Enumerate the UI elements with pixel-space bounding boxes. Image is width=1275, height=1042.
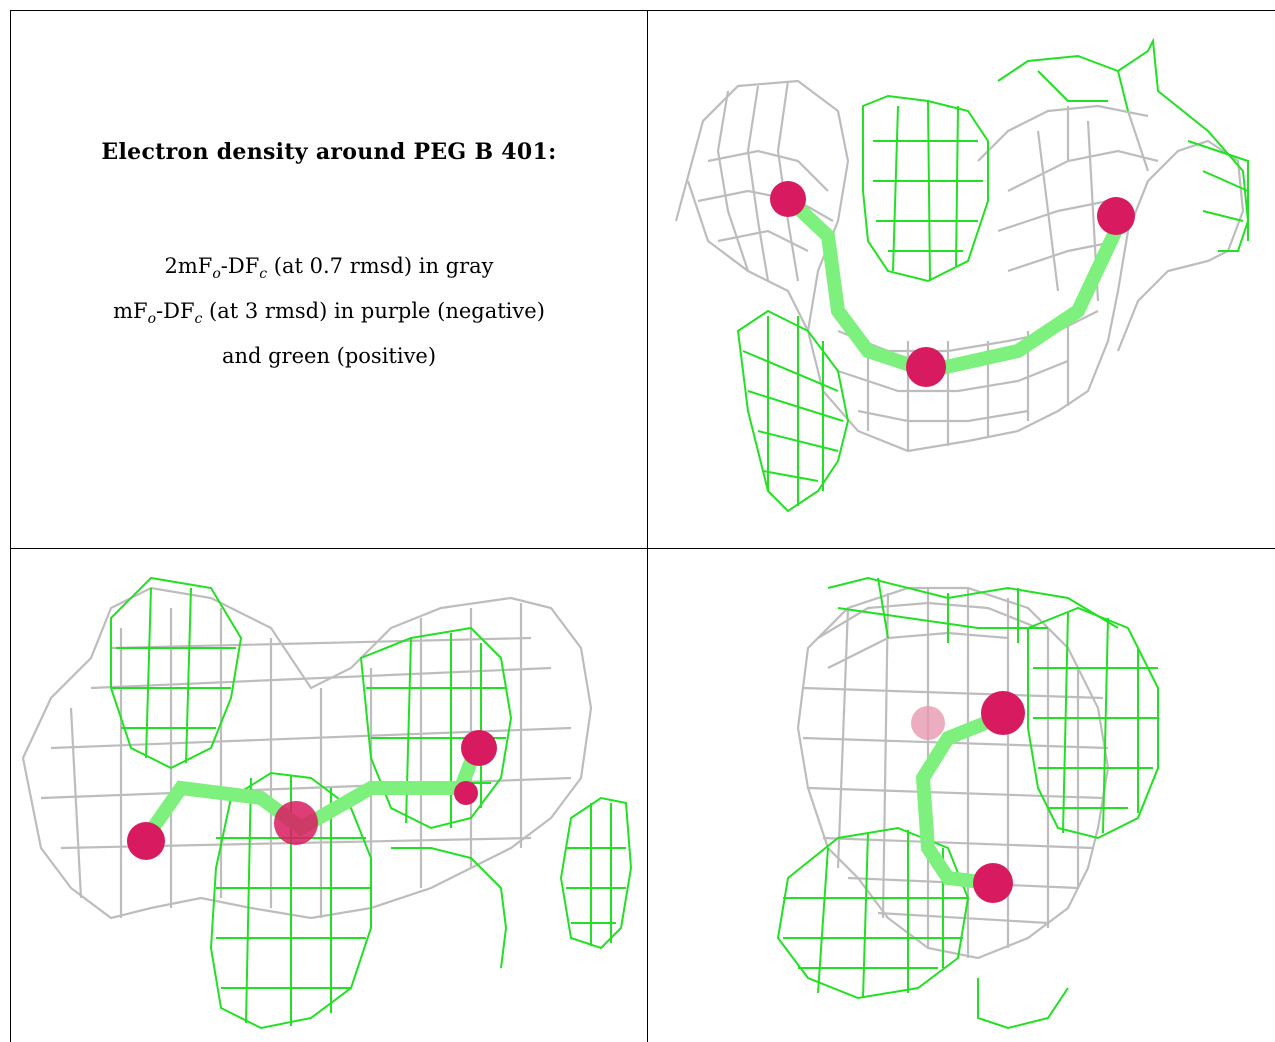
legend-line-positive: and green (positive) xyxy=(221,344,437,369)
oxygen-atom xyxy=(127,822,165,860)
oxygen-atom xyxy=(906,347,946,387)
oxygen-atom xyxy=(981,691,1025,735)
oxygen-atoms xyxy=(770,181,1135,387)
ligand-bonds xyxy=(789,199,1125,379)
legend-line-2fofc: 2mFo-DFc (at 0.7 rmsd) in gray xyxy=(164,254,494,283)
figure-title: Electron density around PEG B 401: xyxy=(101,139,557,165)
oxygen-atom xyxy=(770,181,806,217)
oxygen-atom xyxy=(973,863,1013,903)
green-positive-mesh xyxy=(736,37,1250,513)
oxygen-atom xyxy=(1097,197,1135,235)
oxygen-atoms xyxy=(127,730,497,860)
oxygen-atoms xyxy=(911,691,1025,903)
view-bottom-right xyxy=(648,548,1275,1042)
caption-cell: Electron density around PEG B 401: 2mFo-… xyxy=(10,10,648,549)
oxygen-atom xyxy=(461,730,497,766)
ligand-bonds xyxy=(915,711,1005,890)
oxygen-atom xyxy=(454,781,478,805)
oxygen-atom xyxy=(274,801,318,845)
density-mesh-view-2 xyxy=(21,576,633,1030)
map-legend: 2mFo-DFc (at 0.7 rmsd) in gray mFo-DFc (… xyxy=(11,248,647,375)
oxygen-atom xyxy=(911,706,945,740)
density-mesh-view-1 xyxy=(674,37,1250,513)
density-mesh-view-3 xyxy=(776,576,1159,1030)
green-positive-mesh xyxy=(776,576,1159,1030)
gray-density-mesh xyxy=(796,586,1110,960)
legend-line-fofc: mFo-DFc (at 3 rmsd) in purple (negative) xyxy=(113,299,545,328)
view-top-right xyxy=(648,10,1275,549)
view-bottom-left xyxy=(10,548,648,1042)
